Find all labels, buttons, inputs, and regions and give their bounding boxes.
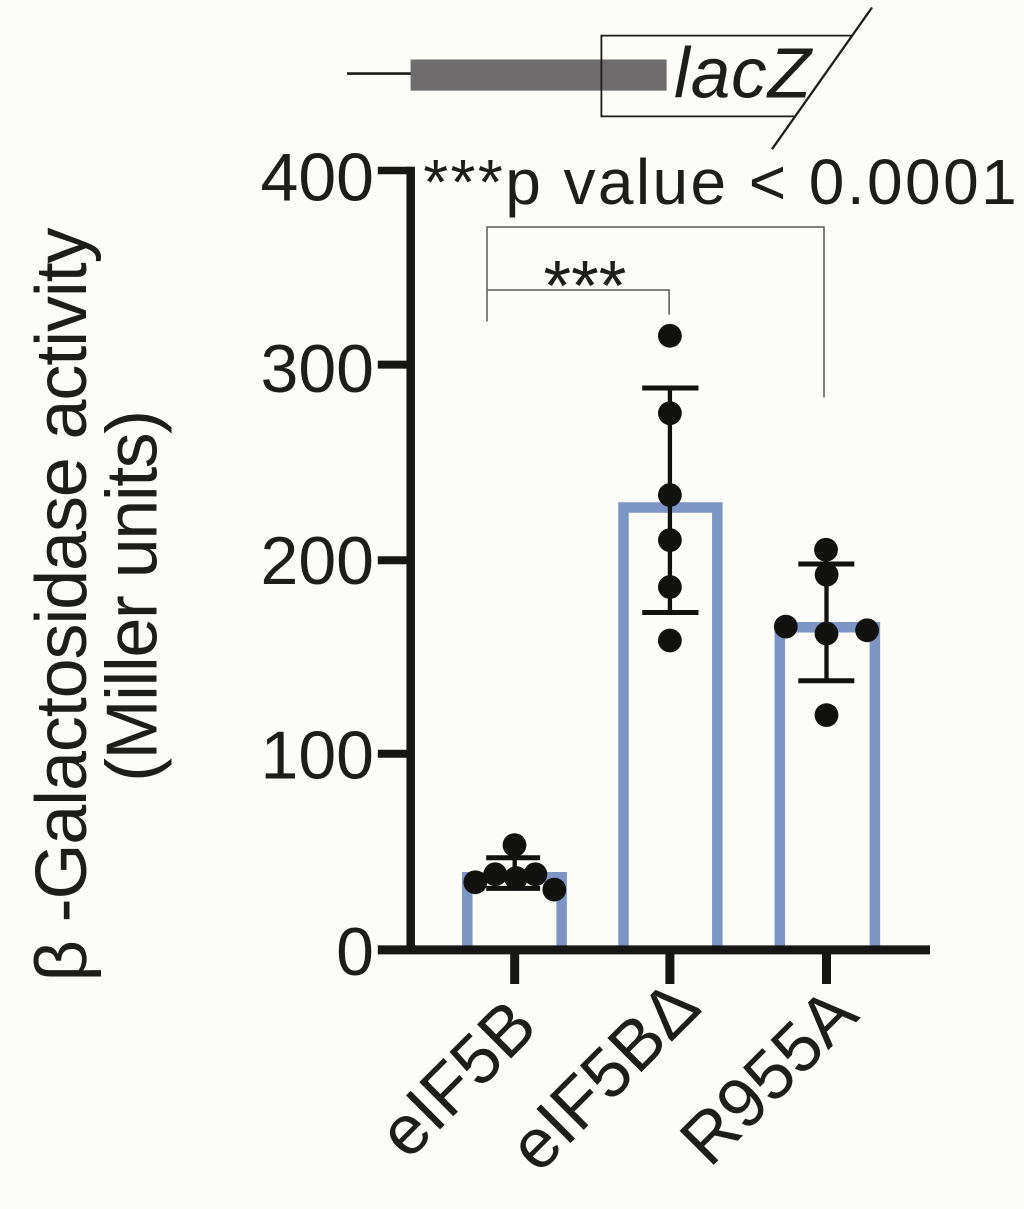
svg-text:0: 0 (336, 914, 374, 990)
svg-text:lacZ: lacZ (674, 35, 814, 114)
svg-text:200: 200 (261, 523, 374, 599)
svg-text:***p value < 0.0001: ***p value < 0.0001 (423, 146, 1017, 218)
svg-text:400: 400 (261, 140, 374, 216)
svg-text:β -Galactosidase activity: β -Galactosidase activity (22, 228, 102, 982)
svg-text:300: 300 (261, 331, 374, 407)
svg-text:100: 100 (261, 718, 374, 794)
svg-text:***: *** (544, 247, 627, 326)
svg-text:(Miller units): (Miller units) (93, 410, 173, 782)
